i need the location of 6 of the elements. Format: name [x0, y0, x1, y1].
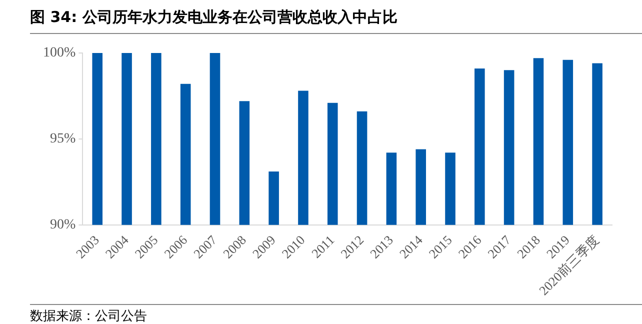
y-tick-label: 90%	[50, 217, 76, 232]
x-tick-label: 2011	[308, 232, 338, 261]
chart-title: 图 34: 公司历年水力发电业务在公司营收总收入中占比	[30, 8, 642, 34]
source-note: 数据来源：公司公告	[30, 304, 642, 324]
y-tick-label: 95%	[50, 132, 76, 147]
y-tick-label: 100%	[42, 46, 76, 61]
